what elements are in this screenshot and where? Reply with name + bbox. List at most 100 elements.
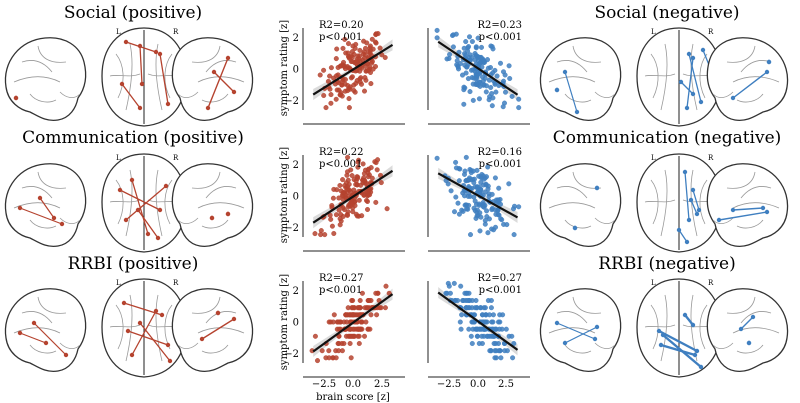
scatter-point bbox=[511, 232, 517, 238]
scatter-point bbox=[342, 183, 348, 189]
x-tick-left-pos: 2.5 bbox=[374, 379, 390, 390]
scatter-point bbox=[358, 75, 364, 81]
scatter-point bbox=[363, 45, 369, 51]
rrbi-negative-title: RRBI (negative) bbox=[598, 254, 735, 274]
scatter-point bbox=[450, 32, 456, 38]
scatter-point bbox=[482, 189, 488, 195]
scatter-point bbox=[509, 333, 515, 339]
scatter-point bbox=[383, 283, 389, 289]
scatter-point bbox=[456, 178, 462, 184]
scatter-point bbox=[459, 312, 465, 318]
social-positive-title: Social (positive) bbox=[64, 3, 202, 23]
hemisphere-left-label: L bbox=[116, 154, 121, 162]
scatter-point bbox=[326, 348, 332, 354]
scatter-point bbox=[312, 231, 318, 237]
scatter-point bbox=[362, 52, 368, 58]
x-tick-right-neg: −2.5 bbox=[437, 379, 461, 390]
scatter-point bbox=[334, 46, 340, 52]
scatter-point bbox=[453, 159, 459, 165]
scatter-point bbox=[334, 87, 340, 93]
scatter-point bbox=[470, 326, 476, 332]
scatter-point bbox=[475, 35, 481, 41]
scatter-point bbox=[327, 73, 333, 79]
scatter-point bbox=[478, 214, 484, 220]
scatter-point bbox=[452, 209, 458, 215]
scatter-panels: 20−2R2=0.20p<0.001R2=0.23p<0.00120−2R2=0… bbox=[284, 20, 530, 378]
x-tick-labels: −2.5 0.0 2.5 −2.5 0.0 2.5 bbox=[312, 379, 514, 390]
scatter-point bbox=[458, 326, 464, 332]
scatter-point bbox=[463, 305, 469, 311]
scatter-point bbox=[364, 189, 370, 195]
scatter-point bbox=[346, 96, 352, 102]
scatter-point bbox=[498, 201, 504, 207]
y-tick-label: −2 bbox=[284, 349, 299, 360]
y-tick-label: 0 bbox=[293, 65, 299, 76]
scatter-point bbox=[486, 194, 492, 200]
scatter-point bbox=[318, 232, 324, 238]
scatter-point bbox=[356, 157, 362, 163]
hemisphere-left-label: L bbox=[651, 28, 656, 36]
scatter-point bbox=[453, 194, 459, 200]
scatter-point bbox=[489, 103, 495, 109]
scatter-point bbox=[472, 184, 478, 190]
scatter-point bbox=[469, 74, 475, 80]
scatter-point bbox=[511, 206, 517, 212]
scatter-point bbox=[500, 104, 506, 110]
scatter-point bbox=[474, 333, 480, 339]
scatter-point bbox=[341, 341, 347, 347]
scatter-point bbox=[463, 39, 469, 45]
scatter-point bbox=[368, 81, 374, 87]
scatter-point bbox=[329, 202, 335, 208]
scatter-point bbox=[506, 63, 512, 69]
scatter-point bbox=[357, 47, 363, 53]
scatter-point bbox=[331, 186, 337, 192]
scatter-point bbox=[506, 181, 512, 187]
scatter-point bbox=[356, 341, 362, 347]
scatter-point bbox=[484, 208, 490, 214]
scatter-point bbox=[373, 39, 379, 45]
scatter-point bbox=[482, 221, 488, 227]
scatter-point bbox=[483, 89, 489, 95]
scatter-point bbox=[360, 177, 366, 183]
scatter-point bbox=[363, 319, 369, 325]
scatter-point bbox=[450, 44, 456, 50]
scatter-point bbox=[365, 326, 371, 332]
scatter-point bbox=[382, 55, 388, 61]
scatter-point bbox=[349, 173, 355, 179]
scatter-point bbox=[457, 319, 463, 325]
scatter-point bbox=[354, 213, 360, 219]
scatter-point bbox=[471, 205, 477, 211]
scatter-point bbox=[347, 341, 353, 347]
y-axis-label-row3: symptom rating [z] bbox=[279, 274, 290, 371]
scatter-point bbox=[496, 185, 502, 191]
r2-annotation: R2=0.23 bbox=[477, 20, 522, 31]
scatter-point bbox=[378, 180, 384, 186]
scatter-point bbox=[338, 92, 344, 98]
scatter-point bbox=[373, 31, 379, 37]
scatter-point bbox=[348, 355, 354, 361]
hemisphere-left-label: L bbox=[116, 28, 121, 36]
scatter-point bbox=[367, 64, 373, 70]
scatter-point bbox=[463, 290, 469, 296]
scatter-point bbox=[374, 312, 380, 318]
scatter-point bbox=[472, 57, 478, 63]
scatter-point bbox=[329, 223, 335, 229]
hemisphere-left-label: L bbox=[651, 154, 656, 162]
scatter-point bbox=[498, 355, 504, 361]
scatter-point bbox=[347, 189, 353, 195]
hemisphere-right-label: R bbox=[708, 279, 714, 287]
scatter-point bbox=[485, 164, 491, 170]
scatter-point bbox=[464, 64, 470, 70]
scatter-point bbox=[483, 312, 489, 318]
scatter-point bbox=[473, 298, 479, 304]
scatter-point bbox=[360, 161, 366, 167]
scatter-panel-row1-positive: 2 0 −2 R2=0.20p<0.001 bbox=[284, 20, 405, 125]
scatter-point bbox=[347, 203, 353, 209]
scatter-point bbox=[516, 96, 522, 102]
scatter-point bbox=[461, 101, 467, 107]
scatter-point bbox=[312, 333, 318, 339]
scatter-point bbox=[354, 182, 360, 188]
communication-positive-title: Communication (positive) bbox=[22, 128, 244, 148]
